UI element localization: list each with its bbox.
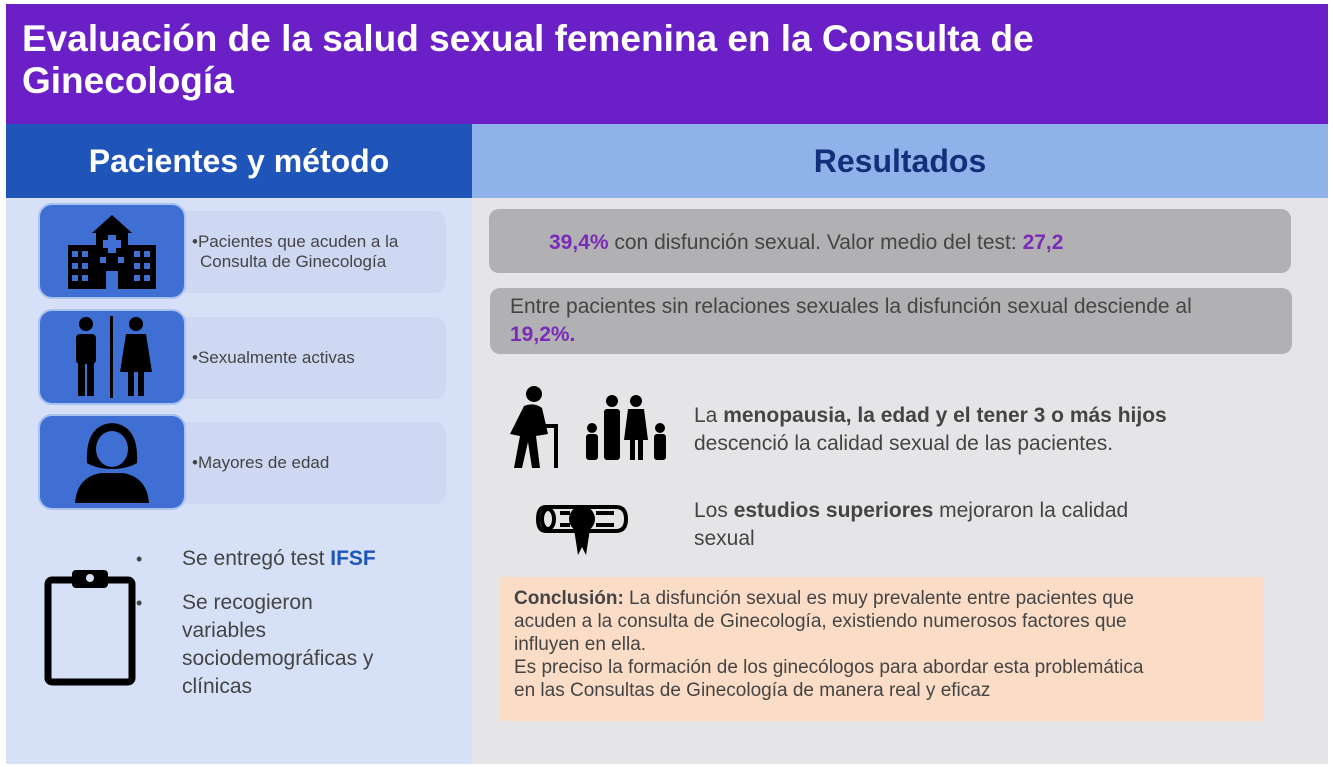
title-banner: Evaluación de la salud sexual femenina e… — [6, 4, 1328, 124]
family-icon — [580, 394, 672, 465]
hospital-icon — [38, 203, 186, 299]
conclusion-box: Conclusión: La disfunción sexual es muy … — [500, 577, 1264, 721]
factor-decrease: La menopausia, la edad y el tener 3 o má… — [694, 404, 1167, 455]
clipboard-icon — [42, 570, 138, 691]
method-item-patients: •Pacientes que acuden a la Consulta de Gi… — [38, 203, 448, 299]
method-text: •Sexualmente activas — [184, 317, 446, 399]
page-title: Evaluación de la salud sexual femenina e… — [22, 18, 1312, 102]
method-item-adults: •Mayores de edad — [38, 414, 448, 510]
prevalence-value: 39,4% — [549, 231, 609, 254]
result-no-relations: Entre pacientes sin relaciones sexuales … — [490, 288, 1292, 354]
section-heading-method: Pacientes y método — [6, 124, 472, 198]
method-item-sexually-active: •Sexualmente activas — [38, 309, 448, 405]
ifsf-label: IFSF — [330, 547, 376, 570]
method-text: •Pacientes que acuden a la Consulta de Gi… — [184, 211, 446, 293]
man-woman-icon — [38, 309, 186, 405]
test-mean-value: 27,2 — [1022, 231, 1064, 254]
bullet-variables: • Se recogieron variables sociodemográfi… — [136, 591, 374, 698]
elderly-person-icon — [506, 386, 568, 475]
method-text: •Mayores de edad — [184, 422, 446, 504]
conclusion-label: Conclusión: — [514, 588, 624, 609]
section-heading-results: Resultados — [472, 124, 1328, 198]
no-relations-value: 19,2%. — [510, 323, 576, 346]
factor-improve: Los estudios superiores mejoraron la cal… — [694, 499, 1129, 550]
result-prevalence: 39,4% con disfunción sexual. Valor medio… — [489, 209, 1291, 273]
title-line-1: Evaluación de la salud sexual femenina e… — [22, 18, 1034, 59]
title-line-2: Ginecología — [22, 60, 234, 101]
method-bullets: • Se entregó test IFSF • Se recogieron v… — [136, 545, 436, 717]
diploma-icon — [535, 499, 629, 562]
woman-avatar-icon — [38, 414, 186, 510]
bullet-test: • Se entregó test IFSF — [136, 547, 376, 570]
